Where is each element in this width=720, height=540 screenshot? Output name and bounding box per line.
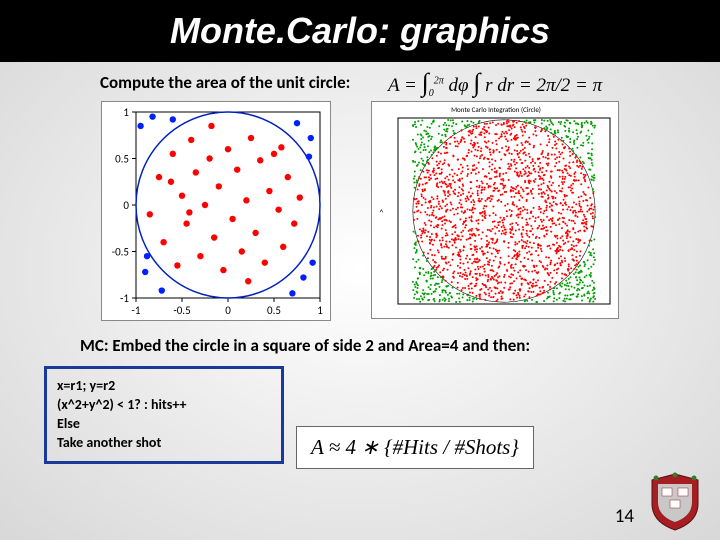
svg-text:Monte Carlo Integration (Circl: Monte Carlo Integration (Circle)	[451, 105, 541, 114]
mc-description: MC: Embed the circle in a square of side…	[80, 335, 720, 356]
approx-formula: A ≈ 4 ∗ {#Hits / #Shots}	[296, 426, 534, 469]
charts-row: -1 -0.5 0 0.5 1 -1 -0.5 0 0.5 1 Monte Carlo Integ…	[0, 101, 720, 321]
harvard-crest-icon	[648, 472, 702, 532]
svg-text:1: 1	[317, 304, 323, 317]
algo-line: Take another shot	[57, 434, 271, 453]
svg-text:0.5: 0.5	[267, 304, 281, 317]
left-scatter-chart: -1 -0.5 0 0.5 1 -1 -0.5 0 0.5 1	[101, 101, 331, 321]
title-bar: Monte.Carlo: graphics	[0, 0, 720, 62]
svg-text:-1: -1	[132, 304, 141, 317]
algo-line: (x^2+y^2) < 1? : hits++	[57, 396, 271, 415]
slide-title: Monte.Carlo: graphics	[170, 10, 550, 52]
svg-text:0: 0	[225, 304, 231, 317]
svg-text:-1: -1	[120, 292, 129, 305]
algo-line: Else	[57, 415, 271, 434]
algorithm-box: x=r1; y=r2 (x^2+y^2) < 1? : hits++ Else …	[44, 366, 284, 464]
svg-text:0: 0	[123, 199, 129, 212]
algo-line: x=r1; y=r2	[57, 377, 271, 396]
svg-text:-0.5: -0.5	[173, 304, 190, 317]
svg-text:-0.5: -0.5	[112, 246, 129, 259]
svg-text:>: >	[377, 209, 387, 213]
right-scatter-chart: Monte Carlo Integration (Circle) >	[371, 101, 619, 319]
svg-text:1: 1	[123, 106, 129, 119]
integral-formula: A = ∫02π dφ ∫ r dr = 2π/2 = π	[388, 68, 602, 99]
page-number: 14	[615, 505, 634, 528]
svg-text:0.5: 0.5	[115, 153, 129, 166]
